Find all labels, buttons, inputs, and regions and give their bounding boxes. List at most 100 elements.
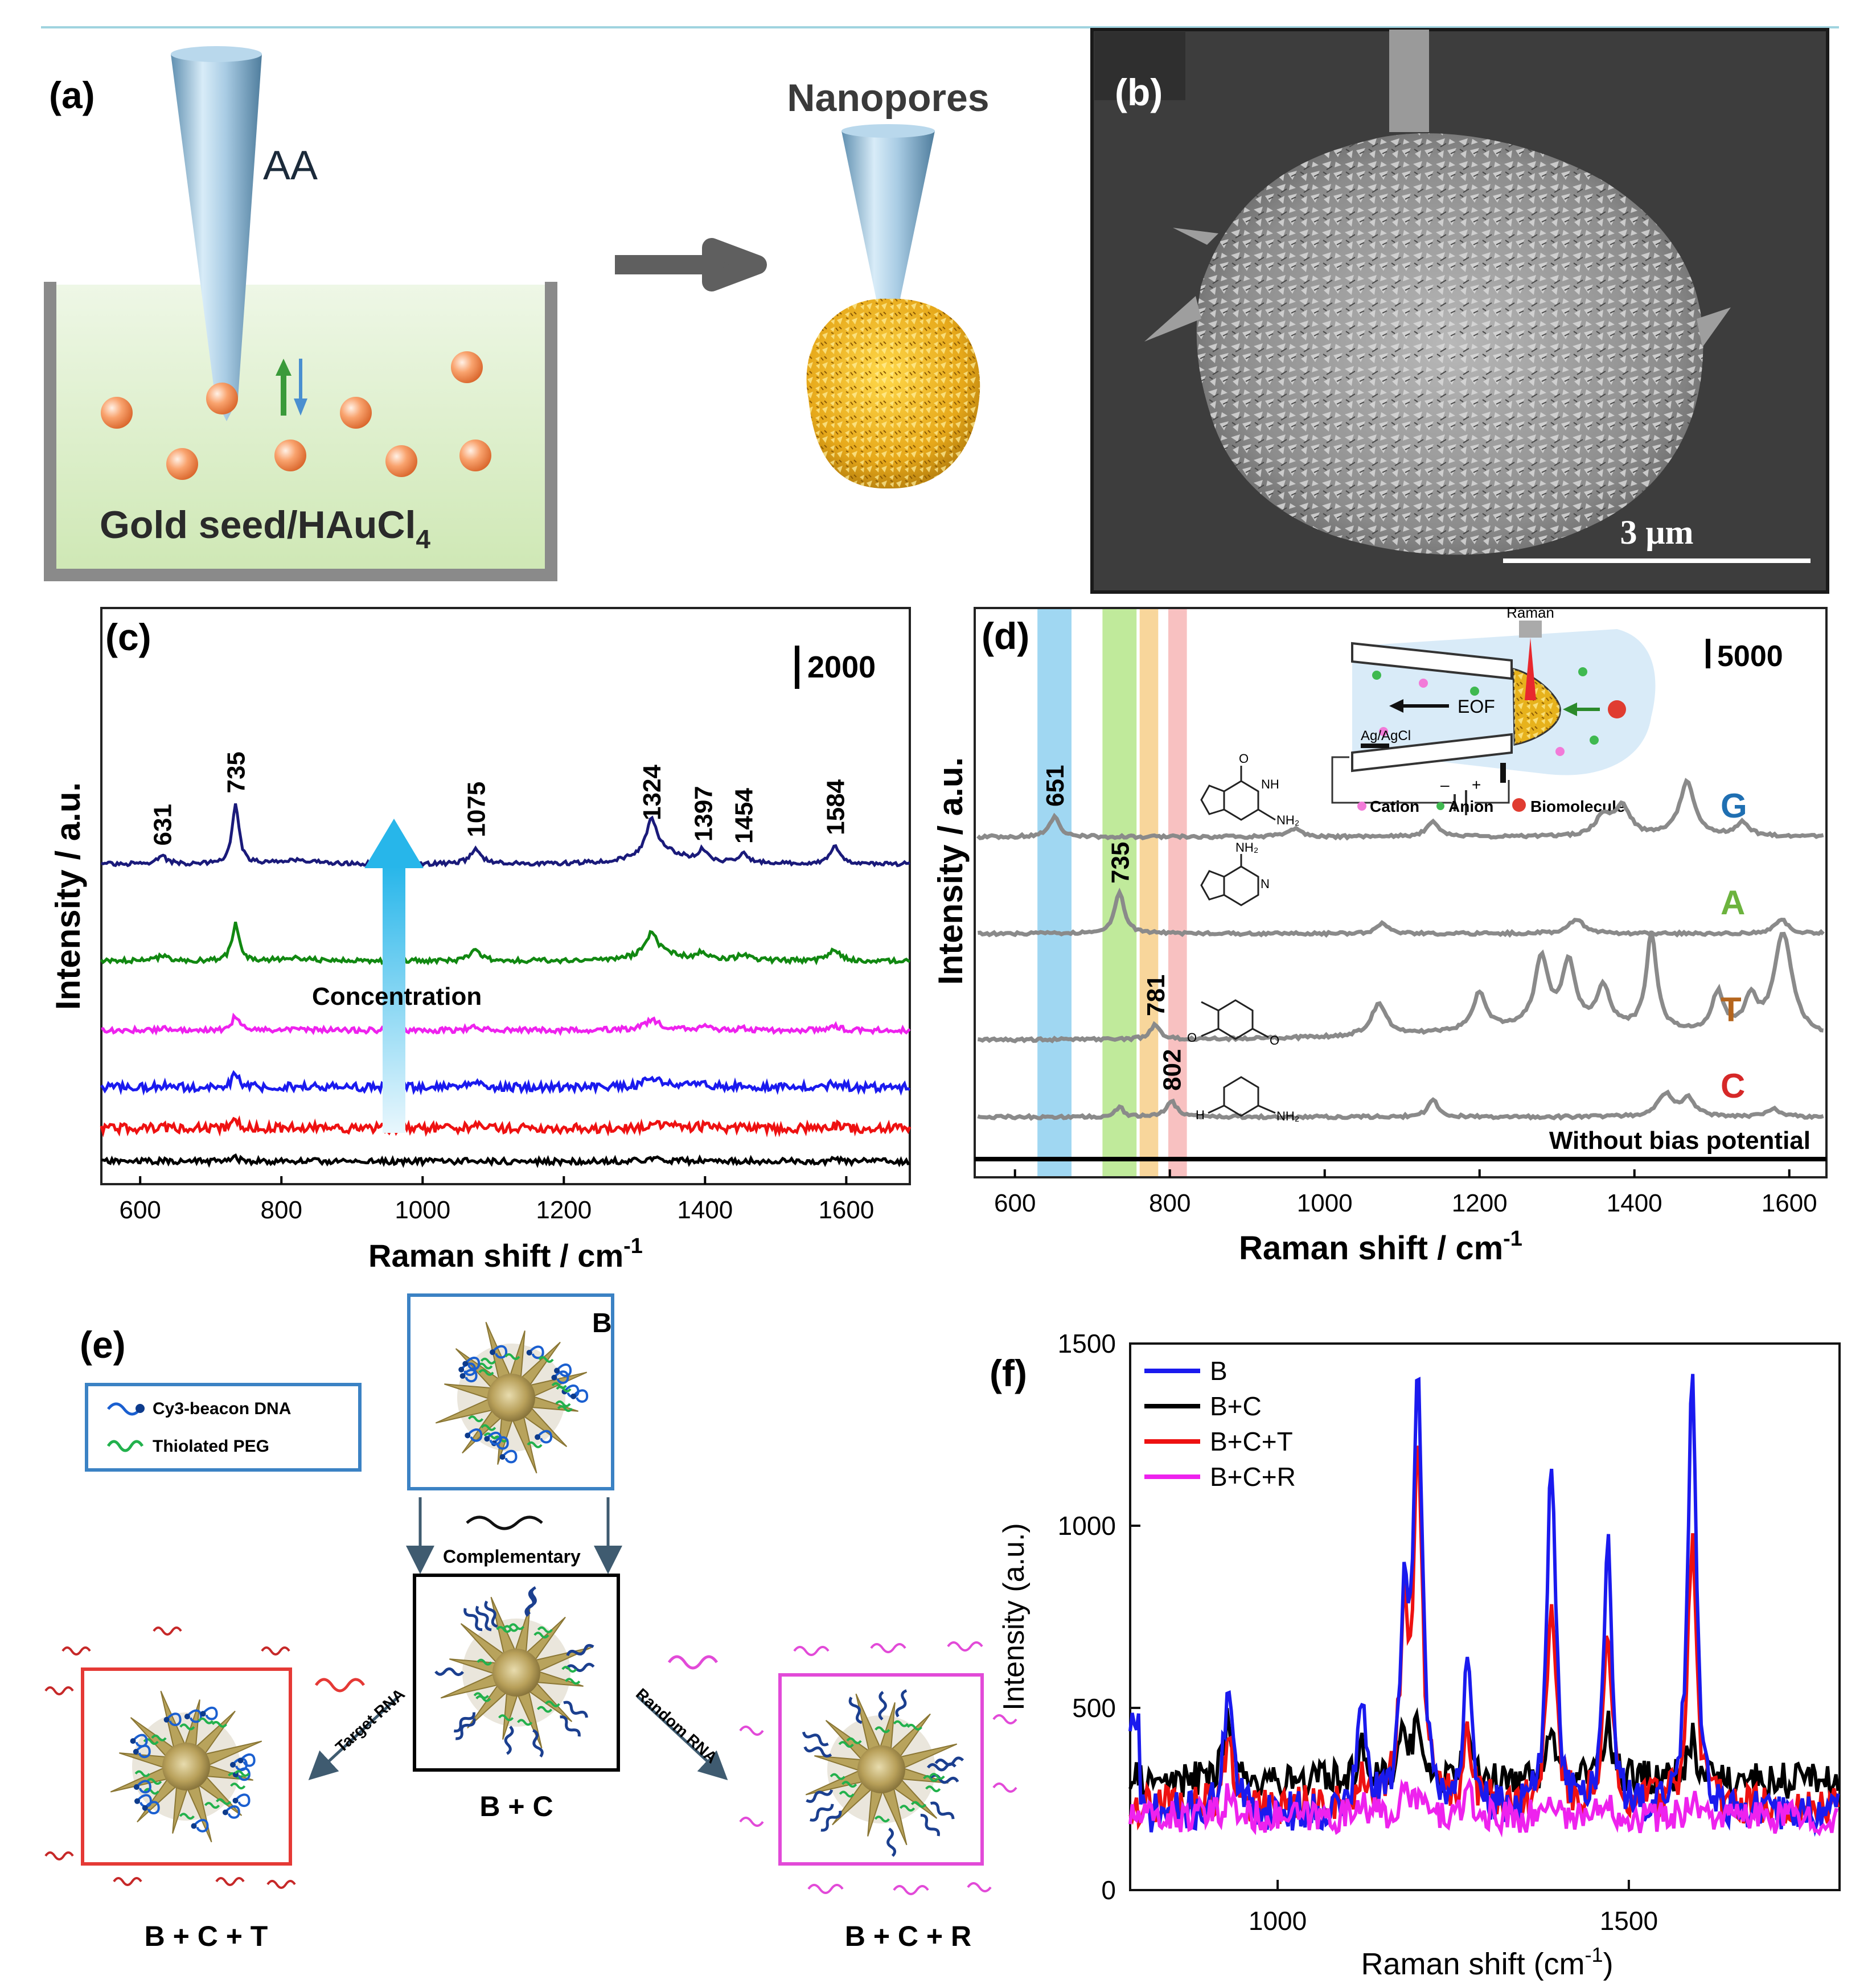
panel-c: (c) 2000 631 735 1075 1324 1397 1454 1584 Conc…: [49, 607, 912, 1274]
np-dye: [554, 1367, 560, 1374]
c-peak-label: 1324: [638, 765, 666, 820]
np-beacon: [464, 1357, 481, 1370]
np-peg: [557, 1405, 573, 1412]
box-bc-label: B + C: [479, 1790, 553, 1822]
f-x-tick-label: 1500: [1600, 1906, 1658, 1936]
inset-plus: +: [1472, 776, 1481, 794]
np-peg: [906, 1723, 922, 1731]
np-peg: [899, 1805, 916, 1812]
target-arrow: [308, 1695, 400, 1781]
np-peg: [215, 1798, 232, 1805]
random-rna-strand: [667, 1655, 719, 1670]
np-peg: [846, 1737, 862, 1744]
np-dna-duplex: [463, 1608, 483, 1632]
np-beacon: [186, 1709, 202, 1723]
np-peg: [146, 1778, 162, 1785]
np-dye: [459, 1373, 466, 1379]
d-x-ticks: 600 800 1000 1200 1400 1600: [994, 1169, 1817, 1217]
np-dye: [222, 1809, 228, 1816]
np-dye: [462, 1361, 469, 1367]
c-trace-red: [100, 1115, 912, 1138]
panel-a-label: (a): [49, 74, 95, 116]
np-dna-duplex: [434, 1667, 465, 1677]
np-peg: [874, 1816, 890, 1823]
c-trace-black: [101, 1153, 910, 1168]
random-rna-around: [739, 1641, 1017, 1895]
np-peg: [467, 1415, 484, 1423]
adenine-n: N: [1261, 877, 1270, 891]
np-peg: [477, 1362, 493, 1370]
np-beacon: [556, 1363, 572, 1377]
np-beacon: [166, 1712, 182, 1727]
np-dna-duplex: [504, 1726, 514, 1755]
box-b-label: B: [592, 1308, 612, 1338]
d-tick-label: 1000: [1297, 1189, 1353, 1217]
f-trace-B: [1128, 1374, 1840, 1837]
np-peg: [498, 1714, 514, 1722]
np-beacon: [536, 1430, 553, 1444]
np-peg: [838, 1741, 854, 1748]
d-series-label: T: [1721, 991, 1742, 1029]
f-x-tick-label: 1000: [1249, 1906, 1307, 1936]
d-scale-label: 5000: [1717, 640, 1783, 673]
f-y-tick-label: 1500: [1058, 1329, 1116, 1358]
inset-anion: [1578, 667, 1587, 676]
c-tick-label: 1600: [818, 1196, 874, 1224]
pipette-tip: [171, 54, 262, 421]
np-peg: [478, 1369, 494, 1376]
inset-gold-texture: [1513, 669, 1561, 745]
thymine-structure: [1201, 999, 1269, 1040]
concentration-arrow-icon: [364, 819, 424, 868]
np-peg: [198, 1717, 214, 1724]
d-tick-label: 1200: [1452, 1189, 1508, 1217]
np-beacon: [466, 1428, 483, 1442]
product-tip-top: [841, 124, 935, 138]
process-arrow-icon: [615, 238, 767, 291]
d-bias-label: Without bias potential: [1549, 1127, 1811, 1155]
np-dye: [133, 1784, 139, 1790]
complementary-label: Complementary: [443, 1546, 581, 1567]
np-peg: [555, 1400, 571, 1407]
c-y-axis-label: Intensity / a.u.: [49, 782, 87, 1010]
np-peg: [477, 1658, 492, 1666]
np-dna-duplex: [566, 1644, 594, 1656]
panel-e: (e) Cy3-beacon DNA Thiolated PEG B Compl…: [44, 1293, 1017, 1952]
inset-legend-anion: Anion: [1448, 798, 1493, 815]
gold-texture: [806, 298, 980, 489]
inset-biomolecule: [1608, 700, 1626, 718]
np-peg: [565, 1678, 581, 1685]
c-tick-label: 1000: [395, 1196, 450, 1224]
random-arrow: [637, 1695, 728, 1781]
target-rna-strand: [314, 1678, 366, 1693]
np-beacon: [491, 1345, 508, 1359]
guanine-o: O: [1239, 751, 1249, 766]
np-dna-duplex: [532, 1729, 544, 1758]
inset-legend-cation: Cation: [1370, 798, 1419, 815]
np-dye: [535, 1434, 541, 1440]
np-peg: [483, 1432, 499, 1440]
np-peg: [839, 1790, 855, 1798]
c-peak-label: 1454: [730, 788, 758, 844]
np-peg: [533, 1632, 549, 1639]
beaker-solution: [52, 285, 548, 569]
np-peg: [134, 1770, 150, 1777]
panel-d: (d) 5000 Raman EOF Ag/AgCl: [931, 604, 1828, 1267]
c-x-axis-label: Raman shift / cm-1: [368, 1234, 643, 1274]
np-dye: [237, 1757, 244, 1764]
np-peg: [841, 1781, 857, 1788]
complementary-strand: [466, 1515, 543, 1530]
gold-seed: [459, 440, 491, 471]
np-peg: [204, 1802, 220, 1809]
np-beacon: [572, 1389, 589, 1403]
gold-seed: [166, 448, 198, 480]
inset-objective: [1519, 621, 1542, 638]
np-dna-duplex: [563, 1701, 588, 1718]
panel-c-label: (c): [105, 616, 151, 658]
gold-seed: [385, 445, 417, 477]
inset-cation: [1419, 679, 1428, 688]
np-dye: [200, 1711, 206, 1717]
c-trace-blue: [100, 1070, 911, 1096]
e-legend-cy3: Cy3-beacon DNA: [153, 1399, 291, 1418]
gold-seed: [101, 397, 133, 429]
